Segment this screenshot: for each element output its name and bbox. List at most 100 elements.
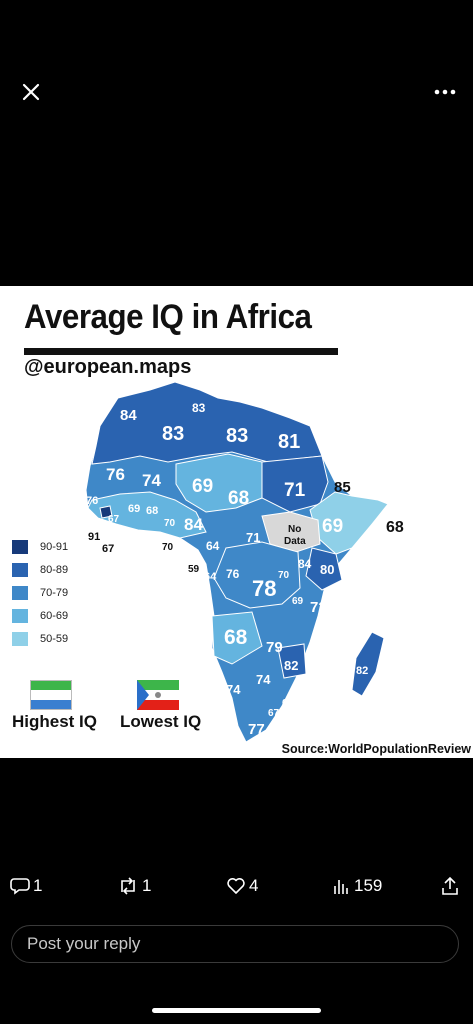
map-value: 67 bbox=[108, 514, 120, 525]
source-credit: Source:WorldPopulationReview bbox=[281, 742, 471, 756]
map-value: 76 bbox=[106, 465, 125, 484]
heart-icon bbox=[227, 878, 245, 894]
lowest-iq-caption: Lowest IQ bbox=[120, 712, 202, 731]
reply-count: 1 bbox=[33, 876, 43, 895]
map-value: 84 bbox=[184, 515, 203, 534]
map-value: 67 bbox=[102, 543, 114, 555]
map-value: 70 bbox=[278, 570, 290, 581]
more-icon bbox=[434, 89, 456, 95]
equatorial-guinea-flag bbox=[137, 680, 179, 710]
highest-iq-caption: Highest IQ bbox=[12, 712, 98, 731]
map-value: 74 bbox=[256, 672, 271, 687]
map-value: 64 bbox=[206, 539, 220, 553]
kenya-region bbox=[305, 547, 343, 591]
highest-iq-country bbox=[99, 505, 113, 519]
view-count: 159 bbox=[354, 876, 383, 895]
map-value: 73 bbox=[146, 534, 158, 545]
zimbabwe-region bbox=[277, 643, 307, 679]
map-value: 68 bbox=[228, 488, 249, 509]
map-value: 76 bbox=[226, 567, 240, 581]
reply-icon bbox=[10, 878, 30, 895]
horn-region bbox=[309, 491, 389, 555]
repost-button[interactable]: 1 bbox=[117, 876, 151, 896]
map-value: 79 bbox=[266, 639, 283, 656]
map-value: 68 bbox=[146, 505, 158, 517]
map-value: 64 bbox=[204, 571, 217, 583]
map-value: 71 bbox=[246, 530, 260, 545]
central-africa-region bbox=[213, 541, 301, 609]
angola-region bbox=[211, 611, 263, 665]
map-title: Average IQ in Africa bbox=[24, 298, 312, 336]
madagascar-shape bbox=[351, 631, 385, 697]
views-button[interactable]: 159 bbox=[333, 876, 382, 896]
no-data-label: No bbox=[288, 524, 301, 535]
sierra-leone-flag bbox=[30, 680, 72, 710]
map-value: 59 bbox=[188, 564, 200, 575]
map-value: 85 bbox=[334, 479, 351, 496]
map-value: 81 bbox=[278, 431, 300, 453]
legend-label: 70-79 bbox=[40, 587, 69, 599]
legend-label: 80-89 bbox=[40, 564, 69, 576]
legend-item: 90-91 bbox=[12, 540, 68, 554]
title-underline bbox=[24, 348, 338, 355]
like-button[interactable]: 4 bbox=[226, 876, 258, 896]
post-image[interactable]: Average IQ in Africa @european.maps 84 bbox=[0, 286, 473, 758]
legend-label: 50-59 bbox=[40, 633, 69, 645]
legend-swatch bbox=[12, 632, 28, 646]
views-chart-icon bbox=[334, 880, 348, 894]
map-value: 70 bbox=[164, 518, 176, 529]
map-value: 78 bbox=[252, 576, 276, 601]
home-indicator[interactable] bbox=[152, 1008, 321, 1013]
legend-swatch bbox=[12, 563, 28, 577]
map-handle: @european.maps bbox=[24, 356, 192, 378]
map-value: 72 bbox=[310, 599, 327, 616]
reply-button[interactable]: 1 bbox=[10, 876, 42, 896]
more-options-button[interactable] bbox=[427, 74, 463, 110]
outside-labels: 85 68 91 67 70 59 No Data bbox=[88, 479, 404, 575]
map-value: 77 bbox=[248, 721, 265, 738]
map-value: 71 bbox=[284, 480, 306, 501]
like-count: 4 bbox=[249, 876, 259, 895]
legend-swatch bbox=[12, 586, 28, 600]
map-value: 74 bbox=[226, 682, 241, 697]
map-value: 80 bbox=[320, 562, 334, 577]
share-button[interactable] bbox=[440, 876, 460, 896]
map-value: 64 bbox=[312, 647, 326, 661]
legend-label: 90-91 bbox=[40, 541, 69, 553]
map-value: 69 bbox=[292, 596, 304, 607]
sahel-region bbox=[175, 453, 263, 513]
reply-placeholder: Post your reply bbox=[27, 934, 141, 953]
reply-input[interactable]: Post your reply bbox=[11, 925, 459, 963]
map-value: 91 bbox=[88, 531, 100, 543]
west-africa-region bbox=[87, 491, 207, 539]
africa-map: 84 83 83 83 81 76 74 69 68 71 76 68 67 6… bbox=[85, 381, 404, 743]
map-value: 68 bbox=[282, 698, 294, 709]
map-value: 83 bbox=[162, 423, 184, 445]
post-actions: 1 1 4 159 bbox=[0, 876, 473, 900]
legend-item: 50-59 bbox=[12, 632, 68, 646]
legend-item: 60-69 bbox=[12, 609, 68, 623]
map-labels: 84 83 83 83 81 76 74 69 68 71 76 68 67 6… bbox=[86, 401, 368, 738]
close-button[interactable] bbox=[13, 74, 49, 110]
map-value: 70 bbox=[162, 542, 174, 553]
map-value: 82 bbox=[356, 665, 368, 677]
map-value: 69 bbox=[192, 476, 213, 497]
legend-item: 70-79 bbox=[12, 586, 68, 600]
close-icon bbox=[22, 83, 40, 101]
no-data-label: Data bbox=[284, 536, 306, 547]
map-value: 67 bbox=[268, 708, 280, 719]
share-icon bbox=[442, 876, 458, 895]
map-value: 69 bbox=[128, 503, 140, 515]
map-value: 76 bbox=[86, 495, 98, 507]
repost-count: 1 bbox=[142, 876, 152, 895]
map-value: 69 bbox=[322, 516, 343, 537]
map-value: 84 bbox=[120, 407, 137, 424]
repost-icon bbox=[121, 877, 135, 895]
map-value: 83 bbox=[192, 401, 206, 415]
map-value: 74 bbox=[142, 471, 161, 490]
legend-label: 60-69 bbox=[40, 610, 69, 622]
legend-item: 80-89 bbox=[12, 563, 68, 577]
map-value: 68 bbox=[386, 519, 404, 536]
legend-swatch bbox=[12, 540, 28, 554]
map-value: 84 bbox=[298, 557, 312, 571]
